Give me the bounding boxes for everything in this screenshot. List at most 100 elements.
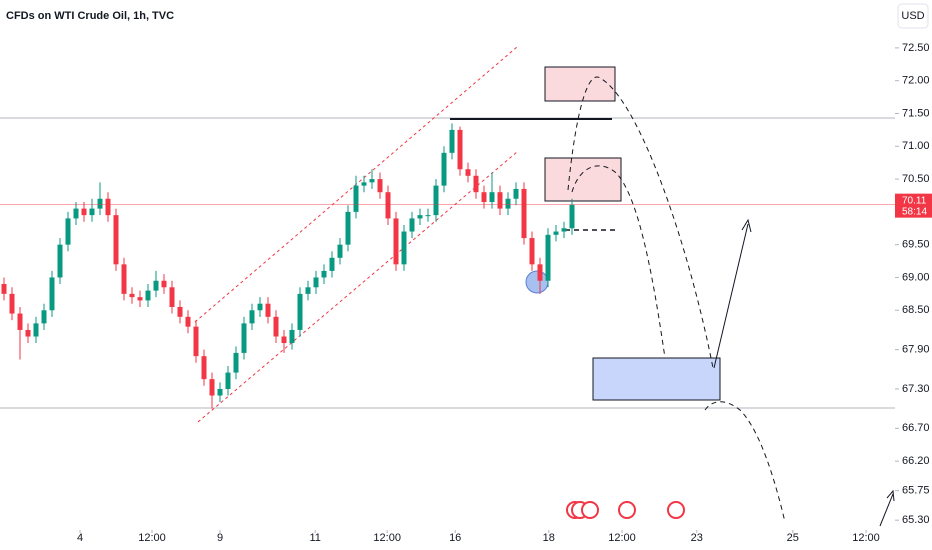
x-tick-label: 12:00 (138, 532, 166, 544)
candle-body (313, 277, 319, 288)
candle-body (81, 208, 87, 216)
y-tick-label: 66.20 (902, 455, 930, 467)
candle-body (25, 329, 31, 337)
axes: 72.50 72.00 71.50 71.00 70.50 69.50 69.00 68.50… (77, 42, 930, 544)
candle-body (417, 215, 423, 219)
arrow-head (886, 489, 895, 502)
candle-body (361, 182, 367, 186)
candle-body (273, 316, 279, 337)
x-tick-label: 12:00 (852, 532, 880, 544)
candle-body (561, 228, 567, 232)
arrow-head (741, 218, 752, 233)
y-tick-label: 65.30 (902, 514, 930, 526)
last-price: 70.11 (902, 195, 927, 206)
candle-body (281, 336, 287, 344)
candle-body (401, 231, 407, 265)
candle-body (521, 188, 527, 239)
candle-body (241, 323, 247, 353)
candle-body (33, 323, 39, 337)
candle-body (529, 238, 535, 265)
y-tick-label: 72.00 (902, 75, 930, 87)
channel-line (197, 151, 518, 423)
x-tick-label: 18 (543, 532, 555, 544)
candle-body (113, 215, 119, 265)
candle-body (57, 244, 63, 278)
y-tick-label: 71.00 (902, 140, 930, 152)
candle-body (321, 270, 327, 278)
candle-body (257, 303, 263, 311)
candle-body (329, 257, 335, 271)
price-axis (895, 0, 932, 550)
candle-body (161, 280, 167, 288)
demand-zone (592, 357, 721, 401)
candle-body (369, 179, 375, 183)
candle-body (433, 185, 439, 216)
y-tick-label: 65.75 (902, 485, 930, 497)
candle-body (409, 218, 415, 232)
event-icon[interactable] (581, 501, 599, 519)
candle-body (9, 293, 15, 314)
y-tick-label: 67.90 (902, 344, 930, 356)
supply-zone (544, 66, 616, 102)
candle-body (497, 192, 503, 209)
candle-body (249, 310, 255, 324)
y-tick-label: 72.50 (902, 42, 930, 54)
candle-body (465, 169, 471, 176)
event-icon[interactable] (618, 501, 636, 519)
x-tick-label: 25 (787, 532, 799, 544)
candle-body (513, 188, 519, 199)
y-tick-label: 69.50 (902, 239, 930, 251)
candle-body (425, 215, 431, 217)
currency-button[interactable] (897, 3, 929, 29)
y-tick-label: 67.30 (902, 383, 930, 395)
candle-body (377, 179, 383, 193)
arrow (879, 493, 894, 527)
candle-body (393, 218, 399, 265)
arrow (713, 223, 749, 369)
projection-path (571, 165, 666, 359)
candle-body (553, 231, 559, 235)
candle-body (169, 287, 175, 307)
candle-body (441, 152, 447, 186)
candle-body (265, 303, 271, 317)
countdown: 58:14 (902, 206, 927, 217)
y-tick-label: 68.50 (902, 304, 930, 316)
candle-body (489, 192, 495, 203)
candle-body (337, 244, 343, 258)
candle-body (289, 329, 295, 344)
event-icons (566, 501, 685, 519)
candle-body (201, 356, 207, 380)
candle-body (121, 264, 127, 294)
x-tick-label: 11 (309, 532, 320, 544)
candle-body (105, 198, 111, 216)
candle-body (1, 284, 7, 294)
candle-body (209, 379, 215, 396)
candle-body (17, 313, 23, 330)
y-tick-label: 71.50 (902, 107, 930, 119)
x-tick-label: 16 (449, 532, 461, 544)
candle-body (569, 204, 575, 229)
candle-body (185, 316, 191, 327)
candle-body (233, 352, 239, 373)
candle-body (177, 306, 183, 317)
candle-body (153, 280, 159, 291)
x-tick-label: 23 (691, 532, 703, 544)
candle-body (65, 218, 71, 245)
projection-path (567, 76, 714, 369)
event-icon[interactable] (667, 501, 685, 519)
last-price-box (895, 193, 932, 218)
chart-title: CFDs on WTI Crude Oil, 1h, TVC (6, 10, 174, 22)
x-tick-label: 9 (217, 532, 223, 544)
y-tick-label: 69.00 (902, 271, 930, 283)
y-tick-label: 70.50 (902, 173, 930, 185)
candle-body (193, 326, 199, 357)
x-tick-label: 12:00 (608, 532, 636, 544)
candle-body (545, 234, 551, 281)
candle-body (297, 293, 303, 330)
candle-body (49, 277, 55, 311)
highlight-circle (525, 270, 549, 294)
candle-body (97, 198, 103, 209)
candle-body (481, 192, 487, 203)
